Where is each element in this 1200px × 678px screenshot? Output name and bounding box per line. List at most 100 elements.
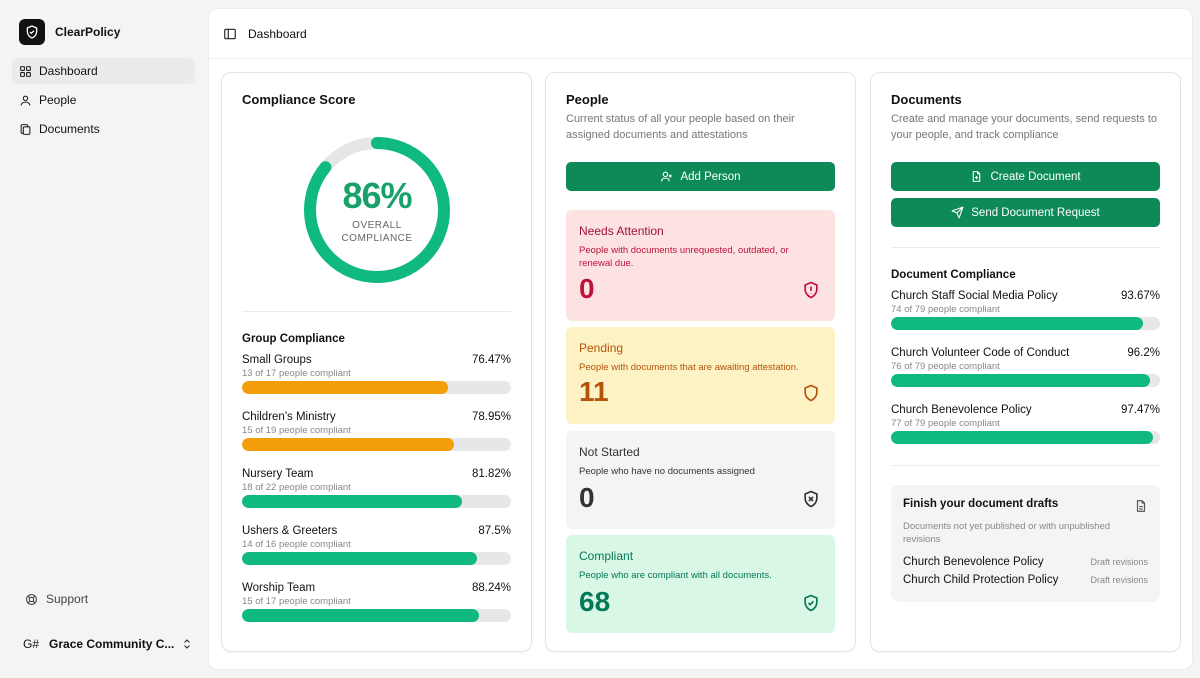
sidebar-item-people[interactable]: People bbox=[12, 87, 195, 113]
sidebar-item-label: Dashboard bbox=[39, 64, 98, 78]
org-switcher[interactable]: G# Grace Community C... bbox=[23, 637, 193, 651]
sidebar-item-label: People bbox=[39, 93, 77, 107]
compliance-row[interactable]: Children's Ministry 78.95% 15 of 19 people… bbox=[242, 411, 511, 451]
row-subtitle: 74 of 79 people compliant bbox=[891, 304, 1000, 315]
support-link[interactable]: Support bbox=[25, 592, 88, 606]
lifebuoy-icon bbox=[26, 593, 37, 605]
row-name: Children's Ministry bbox=[242, 411, 336, 423]
group-compliance-list: Group Compliance Small Groups 76.47% 13 of… bbox=[242, 333, 511, 639]
status-description: People who have no documents assigned bbox=[579, 466, 755, 477]
file-text-icon bbox=[1136, 500, 1146, 512]
progress-fill bbox=[891, 431, 1154, 444]
progress-fill bbox=[891, 317, 1143, 330]
sidebar: ClearPolicy Dashboard People Documents S… bbox=[0, 0, 207, 678]
compliance-row[interactable]: Ushers & Greeters 87.5% 14 of 16 people co… bbox=[242, 525, 511, 565]
progress-track bbox=[242, 552, 511, 565]
progress-track bbox=[242, 609, 511, 622]
documents-card: Documents Create and manage your documen… bbox=[870, 72, 1181, 652]
draft-item[interactable]: Church Benevolence Policy Draft revision… bbox=[903, 556, 1148, 568]
status-compliant[interactable]: Compliant People who are compliant with … bbox=[566, 535, 835, 633]
row-percent: 97.47% bbox=[1120, 404, 1160, 416]
people-card: People Current status of all your people… bbox=[545, 72, 856, 652]
draft-item[interactable]: Church Child Protection Policy Draft rev… bbox=[903, 574, 1148, 586]
section-title: Document Compliance bbox=[891, 269, 1016, 281]
row-percent: 88.24% bbox=[471, 582, 511, 594]
progress-track bbox=[891, 317, 1160, 330]
progress-fill bbox=[242, 552, 478, 565]
progress-track bbox=[242, 495, 511, 508]
compliance-row[interactable]: Nursery Team 81.82% 18 of 22 people compli… bbox=[242, 468, 511, 508]
compliance-row[interactable]: Church Benevolence Policy 97.47% 77 of 79 … bbox=[891, 404, 1160, 444]
row-name: Church Staff Social Media Policy bbox=[891, 290, 1058, 302]
donut-arc bbox=[304, 137, 450, 283]
status-pending[interactable]: Pending People with documents that are a… bbox=[566, 327, 835, 424]
status-title: Pending bbox=[579, 341, 624, 355]
file-plus-icon bbox=[973, 171, 981, 182]
status-count: 11 bbox=[579, 376, 609, 407]
row-subtitle: 15 of 19 people compliant bbox=[242, 425, 351, 436]
row-percent: 87.5% bbox=[478, 525, 511, 537]
button-label: Send Document Request bbox=[971, 206, 1100, 219]
progress-track bbox=[242, 438, 511, 451]
shield-ellipsis-icon bbox=[804, 384, 818, 402]
row-subtitle: 15 of 17 people compliant bbox=[242, 596, 351, 607]
copy-icon bbox=[20, 123, 31, 135]
button-label: Create Document bbox=[990, 170, 1081, 183]
progress-fill bbox=[242, 438, 455, 451]
row-name: Small Groups bbox=[242, 354, 312, 366]
status-not-started[interactable]: Not Started People who have no documents… bbox=[566, 431, 835, 529]
donut-chart bbox=[304, 137, 450, 283]
row-name: Worship Team bbox=[242, 582, 316, 594]
shield-x-icon bbox=[804, 490, 818, 508]
score-label: OVERALL COMPLIANCE bbox=[341, 220, 413, 244]
add-person-button[interactable]: Add Person bbox=[566, 162, 835, 191]
progress-fill bbox=[891, 374, 1150, 387]
sidebar-item-documents[interactable]: Documents bbox=[12, 116, 195, 142]
row-subtitle: 76 of 79 people compliant bbox=[891, 361, 1000, 372]
compliance-row[interactable]: Church Staff Social Media Policy 93.67% 74… bbox=[891, 290, 1160, 330]
divider bbox=[891, 247, 1160, 248]
row-percent: 81.82% bbox=[471, 468, 511, 480]
draft-name: Church Child Protection Policy bbox=[903, 574, 1059, 586]
compliance-row[interactable]: Church Volunteer Code of Conduct 96.2% 76 … bbox=[891, 347, 1160, 387]
row-subtitle: 14 of 16 people compliant bbox=[242, 539, 351, 550]
row-name: Nursery Team bbox=[242, 468, 314, 480]
status-title: Needs Attention bbox=[579, 224, 664, 238]
send-icon bbox=[951, 206, 964, 219]
sidebar-item-dashboard[interactable]: Dashboard bbox=[12, 58, 195, 84]
card-title: Compliance Score bbox=[242, 92, 356, 107]
send-document-request-button[interactable]: Send Document Request bbox=[891, 198, 1160, 227]
drafts-title: Finish your document drafts bbox=[903, 498, 1059, 510]
status-count: 68 bbox=[579, 586, 611, 617]
compliance-donut: 86% OVERALL COMPLIANCE bbox=[302, 135, 452, 285]
compliance-row[interactable]: Small Groups 76.47% 13 of 17 people compli… bbox=[242, 354, 511, 394]
row-subtitle: 18 of 22 people compliant bbox=[242, 482, 351, 493]
compliance-row[interactable]: Worship Team 88.24% 15 of 17 people compli… bbox=[242, 582, 511, 622]
status-description: People with documents that are awaiting … bbox=[579, 362, 799, 373]
row-percent: 78.95% bbox=[471, 411, 511, 423]
grid-icon bbox=[20, 65, 31, 77]
row-percent: 96.2% bbox=[1127, 347, 1160, 359]
topbar: Dashboard bbox=[209, 9, 1192, 59]
shield-check-icon bbox=[804, 594, 818, 612]
draft-tag: Draft revisions bbox=[1090, 575, 1148, 585]
status-count: 0 bbox=[579, 273, 595, 304]
brand[interactable]: ClearPolicy bbox=[19, 19, 195, 45]
row-percent: 76.47% bbox=[471, 354, 511, 366]
row-name: Church Volunteer Code of Conduct bbox=[891, 347, 1070, 359]
status-needs-attention[interactable]: Needs Attention People with documents un… bbox=[566, 210, 835, 321]
draft-tag: Draft revisions bbox=[1090, 557, 1148, 567]
card-subtitle: Create and manage your documents, send r… bbox=[891, 113, 1157, 141]
chevrons-up-down-icon bbox=[184, 639, 190, 649]
create-document-button[interactable]: Create Document bbox=[891, 162, 1160, 191]
section-title: Group Compliance bbox=[242, 333, 345, 345]
sidebar-nav: Dashboard People Documents bbox=[12, 58, 195, 142]
card-title: People bbox=[566, 92, 609, 107]
divider bbox=[242, 311, 511, 312]
sidebar-toggle-icon[interactable] bbox=[223, 27, 237, 41]
user-plus-icon bbox=[661, 171, 673, 182]
row-subtitle: 77 of 79 people compliant bbox=[891, 418, 1000, 429]
progress-fill bbox=[242, 495, 463, 508]
compliance-score-card: Compliance Score 86% OVERALL COMPLIANCE … bbox=[221, 72, 532, 652]
shield-logo-icon bbox=[19, 19, 45, 45]
